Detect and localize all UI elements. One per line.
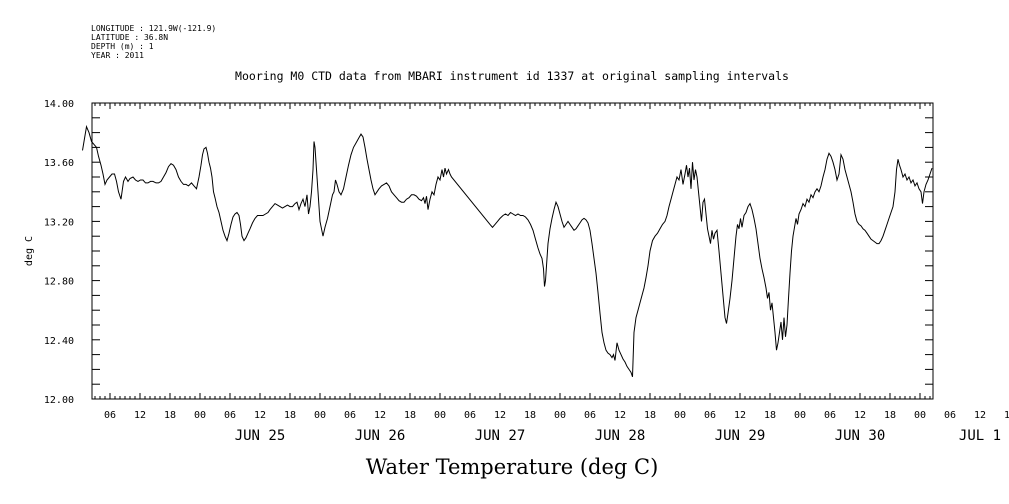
x-day-label: JUN 27 <box>475 428 526 444</box>
header-longitude: LONGITUDE : 121.9W(-121.9) <box>91 24 216 33</box>
x-hour-label: 18 <box>284 410 296 421</box>
y-tick-label: 12.40 <box>44 336 74 347</box>
x-hour-label: 06 <box>104 410 116 421</box>
x-day-labels: JUN 25 JUN 26 JUN 27 JUN 28 JUN 29 JUN 30 JUL … <box>235 428 1001 444</box>
x-hour-label: 12 <box>974 410 986 421</box>
y-tick-label: 14.00 <box>44 99 74 110</box>
y-tick-label: 13.20 <box>44 217 74 228</box>
x-hour-label: 06 <box>944 410 956 421</box>
y-tick-labels: 12.00 12.40 12.80 13.20 13.60 14.00 <box>44 99 74 406</box>
x-hour-label: 00 <box>194 410 206 421</box>
x-hour-label: 00 <box>434 410 446 421</box>
x-day-label: JUN 28 <box>595 428 646 444</box>
x-day-label: JUL 1 <box>959 428 1001 444</box>
x-hour-label: 18 <box>764 410 776 421</box>
x-hour-label: 18 <box>404 410 416 421</box>
x-axis-label: Water Temperature (deg C) <box>366 455 659 479</box>
water-temperature-line <box>82 124 933 377</box>
x-hour-label: 18 <box>884 410 896 421</box>
y-tick-label: 13.60 <box>44 158 74 169</box>
x-hour-label: 00 <box>674 410 686 421</box>
y-tick-label: 12.00 <box>44 395 74 406</box>
x-hour-label: 18 <box>1004 410 1009 421</box>
x-hour-label: 12 <box>734 410 746 421</box>
x-hour-label: 06 <box>224 410 236 421</box>
x-hour-label: 12 <box>494 410 506 421</box>
x-hour-tick-labels: 06 12 18 00 06 12 18 00 06 12 18 00 06 12 18 00 06 12 18 00… <box>104 410 1009 421</box>
x-hour-label: 12 <box>254 410 266 421</box>
metadata-header: LONGITUDE : 121.9W(-121.9) LATITUDE : 36… <box>91 24 216 60</box>
x-hour-label: 06 <box>704 410 716 421</box>
chart-title: Mooring M0 CTD data from MBARI instrumen… <box>235 69 789 83</box>
x-day-label: JUN 29 <box>715 428 766 444</box>
x-hour-label: 06 <box>464 410 476 421</box>
x-hour-label: 06 <box>584 410 596 421</box>
y-axis-label: deg C <box>24 236 35 266</box>
x-day-label: JUN 30 <box>835 428 886 444</box>
x-day-label: JUN 25 <box>235 428 286 444</box>
axis-ticks <box>92 102 933 400</box>
x-hour-label: 00 <box>314 410 326 421</box>
x-hour-label: 00 <box>554 410 566 421</box>
header-year: YEAR : 2011 <box>91 51 144 60</box>
x-hour-label: 12 <box>374 410 386 421</box>
x-hour-label: 12 <box>614 410 626 421</box>
x-hour-label: 00 <box>914 410 926 421</box>
plot-frame <box>91 102 934 400</box>
x-hour-label: 18 <box>164 410 176 421</box>
header-depth: DEPTH (m) : 1 <box>91 42 154 51</box>
x-day-label: JUN 26 <box>355 428 406 444</box>
x-hour-label: 18 <box>524 410 536 421</box>
x-hour-label: 18 <box>644 410 656 421</box>
x-hour-label: 12 <box>134 410 146 421</box>
header-latitude: LATITUDE : 36.8N <box>91 33 168 42</box>
x-hour-label: 06 <box>824 410 836 421</box>
x-hour-label: 12 <box>854 410 866 421</box>
y-tick-label: 12.80 <box>44 277 74 288</box>
x-hour-label: 06 <box>344 410 356 421</box>
x-hour-label: 00 <box>794 410 806 421</box>
